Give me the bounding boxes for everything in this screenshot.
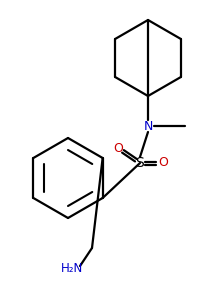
Text: H₂N: H₂N	[61, 262, 83, 274]
Text: N: N	[143, 120, 153, 132]
Text: O: O	[158, 157, 168, 169]
Text: O: O	[113, 141, 123, 155]
Text: S: S	[136, 156, 144, 170]
